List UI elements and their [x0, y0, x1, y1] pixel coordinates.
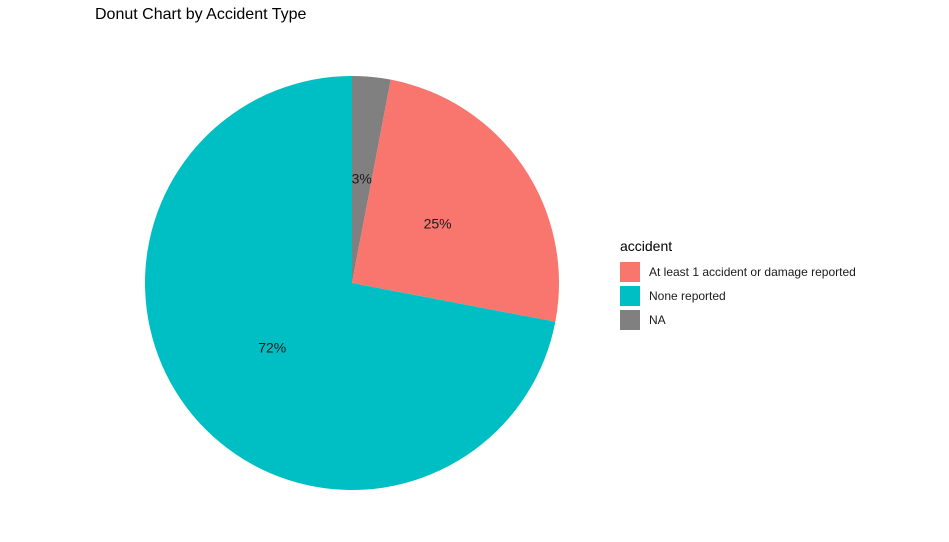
- legend-label: NA: [649, 313, 666, 327]
- slice-label: 25%: [424, 216, 452, 232]
- pie-slice: [352, 76, 391, 283]
- slice-label: 72%: [258, 340, 286, 356]
- legend-item: At least 1 accident or damage reported: [620, 260, 856, 284]
- slice-label: 3%: [352, 171, 372, 187]
- legend-label: None reported: [649, 289, 726, 303]
- legend-label: At least 1 accident or damage reported: [649, 265, 856, 279]
- legend-item: NA: [620, 308, 856, 332]
- chart-title: Donut Chart by Accident Type: [95, 6, 307, 23]
- legend-key: [620, 310, 640, 330]
- legend-key: [620, 262, 640, 282]
- legend-title: accident: [620, 238, 673, 254]
- legend: accident At least 1 accident or damage r…: [620, 238, 856, 332]
- legend-key: [620, 286, 640, 306]
- pie-slice: [352, 79, 559, 322]
- legend-item: None reported: [620, 284, 856, 308]
- pie-slice: [144, 76, 556, 491]
